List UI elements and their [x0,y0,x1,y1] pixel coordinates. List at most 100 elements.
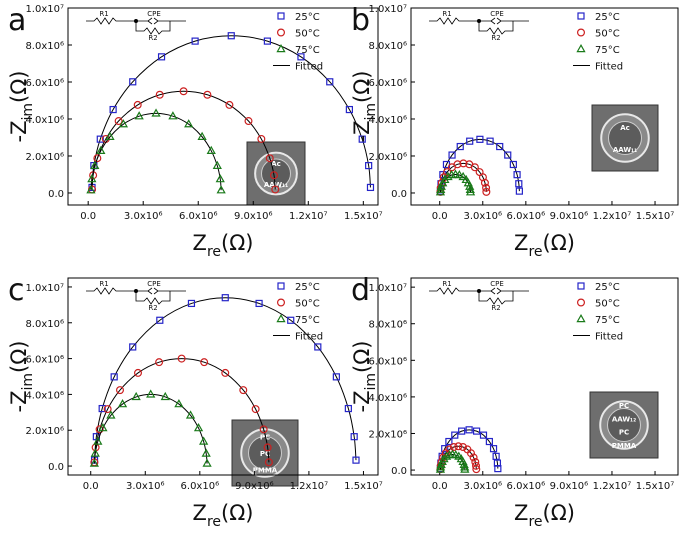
plot-frame [410,277,679,476]
data-point [255,299,263,308]
inset-label: AAW₁₁ [264,181,288,189]
legend-label: 25°C [295,12,320,23]
x-axis-label: Zre(Ω) [514,231,575,260]
data-point [96,145,106,155]
data-point [445,437,453,446]
inset-label: Ac [620,124,630,132]
x-axis-label-main: Z [193,501,207,525]
data-point [451,431,459,439]
data-point [155,358,164,367]
data-point [177,354,186,363]
data-point [259,425,268,434]
legend-label: 75°C [595,45,620,56]
data-point [90,160,100,169]
x-tick-label: 3.0x10⁶ [463,211,502,222]
data-point [486,137,494,145]
data-point [265,154,274,163]
data-point [174,399,184,408]
data-point [263,37,271,45]
y-tick-label: 0.0 [48,189,64,200]
inset-core [261,158,291,189]
inset-label: PC [260,434,270,442]
data-point [117,399,128,408]
data-point [485,437,493,446]
inset-label: AAW₁₂ [612,415,636,423]
x-tick-label: 0.0 [432,481,448,492]
legend-label: 25°C [595,12,620,23]
y-tick-label: 8.0x10⁶ [368,320,407,331]
data-point [479,431,488,439]
data-point [191,37,199,45]
legend-label: Fitted [595,62,623,73]
data-point [90,448,100,457]
x-axis-label-sub: re [207,514,221,530]
data-point [345,105,353,114]
legend-marker [276,43,286,53]
x-tick-label: 6.0x10⁶ [507,211,546,222]
data-point [439,454,449,463]
data-point [441,445,449,453]
data-point [131,391,141,401]
x-tick-label: 0.0 [432,211,448,222]
data-point [435,462,446,471]
data-point [297,53,305,61]
y-tick-label: 1.0x10⁷ [368,283,407,294]
data-point [472,461,481,470]
x-tick-label: 1.5x10⁷ [344,481,383,492]
inset-label: PC [260,450,270,458]
data-point [134,111,144,120]
legend-marker [577,12,585,20]
data-point [350,433,358,441]
legend-label: Fitted [595,332,623,343]
data-point [87,174,97,183]
data-point [365,162,373,170]
fitted-line [94,297,357,461]
data-point [515,187,523,195]
x-tick-label: 1.2x10⁷ [289,211,328,222]
data-point [185,410,196,419]
fitted-line [93,393,208,464]
data-point [435,187,446,196]
data-point [157,53,166,61]
x-tick-label: 1.2x10⁷ [290,481,329,492]
x-axis-label: Zre(Ω) [193,501,254,530]
y-axis-label-main: -Z [350,121,374,143]
panel: c PC PC PMMA 0.0 3.0x10⁶ 6.0x10⁶ 9.0x10⁶ 1.2x10⁷… [7,273,383,530]
data-point [515,180,523,188]
legend-label: 75°C [295,315,320,326]
x-tick-label: 0.0 [83,481,99,492]
inset-label: PC [619,429,629,437]
legend-marker [277,28,286,37]
data-point [199,436,209,445]
x-tick-label: 1.5x10⁷ [344,211,383,222]
data-point [257,134,266,143]
legend-label: 25°C [295,282,320,293]
data-point [458,171,468,181]
plot-frame [67,7,379,206]
data-point [118,119,129,128]
y-tick-label: 0.0 [48,462,64,473]
x-axis-label-main: Z [514,501,528,525]
data-point [445,445,454,454]
data-point [496,142,504,151]
y-tick-label: 6.0x10⁶ [368,356,407,367]
data-point [454,170,465,179]
data-point [443,171,453,181]
circuit-node [477,289,481,293]
data-point [201,448,211,457]
legend-label: 75°C [595,315,620,326]
circuit-label: R1 [99,280,108,288]
inset-core [608,121,642,155]
x-tick-label: 6.0x10⁶ [179,211,218,222]
data-point [326,78,334,86]
data-point [200,358,209,367]
fitted-line [439,138,520,192]
x-tick-label: 9.0x10⁶ [234,211,273,222]
legend-label: 50°C [595,299,620,310]
panel-label: c [8,273,25,308]
x-axis-label-main: Z [193,231,207,255]
inset-label: PMMA [612,442,637,450]
data-point [314,343,322,351]
data-point [509,160,517,169]
y-axis-label: -Zim(Ω) [7,71,36,143]
